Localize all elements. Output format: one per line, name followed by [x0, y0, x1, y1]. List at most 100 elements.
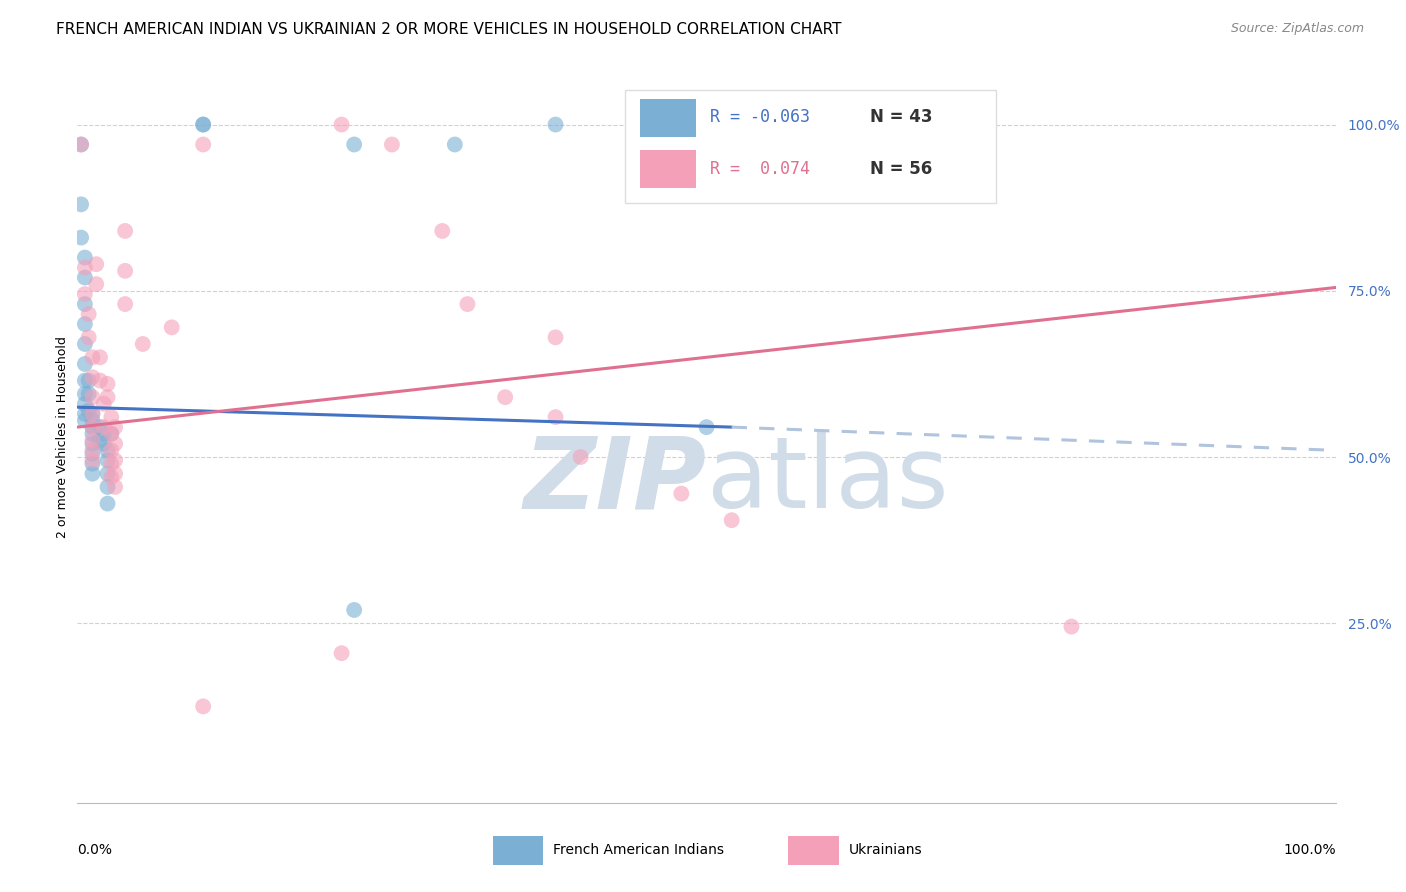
Point: [89, 434, 111, 448]
Text: atlas: atlas: [707, 433, 948, 530]
Point: [444, 137, 467, 152]
Point: [381, 137, 404, 152]
Point: [160, 320, 183, 334]
Point: [330, 118, 353, 132]
Point: [82, 447, 104, 461]
Point: [93, 436, 115, 450]
Text: ZIP: ZIP: [523, 433, 707, 530]
Point: [100, 410, 122, 425]
FancyBboxPatch shape: [640, 99, 696, 137]
Point: [671, 486, 693, 500]
Point: [720, 513, 742, 527]
Point: [104, 420, 127, 434]
Point: [77, 374, 100, 388]
Y-axis label: 2 or more Vehicles in Household: 2 or more Vehicles in Household: [56, 336, 69, 538]
Point: [70, 137, 93, 152]
Point: [1060, 619, 1083, 633]
Point: [82, 453, 104, 467]
Point: [82, 426, 104, 441]
FancyBboxPatch shape: [624, 90, 995, 203]
Text: R =  0.074: R = 0.074: [710, 160, 810, 178]
Point: [77, 307, 100, 321]
Point: [96, 467, 118, 481]
Point: [100, 426, 122, 441]
Point: [104, 453, 127, 467]
Text: Ukrainians: Ukrainians: [849, 843, 922, 857]
Point: [82, 436, 104, 450]
Point: [696, 420, 718, 434]
Point: [73, 413, 96, 427]
Point: [89, 420, 111, 434]
Point: [93, 420, 115, 434]
Point: [343, 137, 366, 152]
Point: [544, 118, 567, 132]
Point: [82, 390, 104, 404]
Point: [82, 370, 104, 384]
Point: [77, 387, 100, 401]
Point: [96, 376, 118, 391]
Text: FRENCH AMERICAN INDIAN VS UKRAINIAN 2 OR MORE VEHICLES IN HOUSEHOLD CORRELATION : FRENCH AMERICAN INDIAN VS UKRAINIAN 2 OR…: [56, 22, 842, 37]
Point: [73, 260, 96, 275]
Point: [82, 407, 104, 421]
Point: [96, 443, 118, 458]
Point: [114, 224, 136, 238]
Point: [191, 137, 215, 152]
Text: N = 56: N = 56: [870, 160, 932, 178]
Point: [89, 374, 111, 388]
Point: [494, 390, 516, 404]
Point: [73, 407, 96, 421]
Text: Source: ZipAtlas.com: Source: ZipAtlas.com: [1230, 22, 1364, 36]
Point: [191, 699, 215, 714]
Point: [73, 251, 96, 265]
Point: [73, 374, 96, 388]
Point: [104, 467, 127, 481]
Point: [100, 470, 122, 484]
Point: [89, 351, 111, 365]
Point: [73, 297, 96, 311]
Text: French American Indians: French American Indians: [553, 843, 724, 857]
Text: N = 43: N = 43: [870, 109, 932, 127]
Point: [73, 317, 96, 331]
Point: [73, 397, 96, 411]
Point: [70, 230, 93, 244]
Point: [82, 457, 104, 471]
Point: [73, 287, 96, 301]
Point: [96, 497, 118, 511]
Point: [70, 197, 93, 211]
Point: [100, 443, 122, 458]
FancyBboxPatch shape: [492, 836, 543, 865]
Point: [73, 337, 96, 351]
Point: [104, 480, 127, 494]
Point: [100, 426, 122, 441]
Point: [544, 410, 567, 425]
Point: [114, 297, 136, 311]
Point: [73, 357, 96, 371]
Point: [82, 413, 104, 427]
Point: [82, 351, 104, 365]
Text: 100.0%: 100.0%: [1284, 843, 1336, 857]
Point: [84, 277, 107, 292]
Point: [114, 264, 136, 278]
Point: [544, 330, 567, 344]
Point: [93, 397, 115, 411]
Point: [82, 467, 104, 481]
FancyBboxPatch shape: [789, 836, 838, 865]
Point: [330, 646, 353, 660]
Point: [77, 330, 100, 344]
Point: [82, 420, 104, 434]
Point: [191, 118, 215, 132]
Point: [100, 457, 122, 471]
Point: [82, 434, 104, 448]
Point: [191, 118, 215, 132]
Text: R = -0.063: R = -0.063: [710, 109, 810, 127]
Point: [456, 297, 478, 311]
Point: [569, 450, 592, 464]
Point: [82, 443, 104, 458]
Point: [73, 387, 96, 401]
Point: [432, 224, 454, 238]
Point: [82, 420, 104, 434]
Point: [132, 337, 155, 351]
Point: [82, 407, 104, 421]
Point: [343, 603, 366, 617]
Text: 0.0%: 0.0%: [77, 843, 112, 857]
